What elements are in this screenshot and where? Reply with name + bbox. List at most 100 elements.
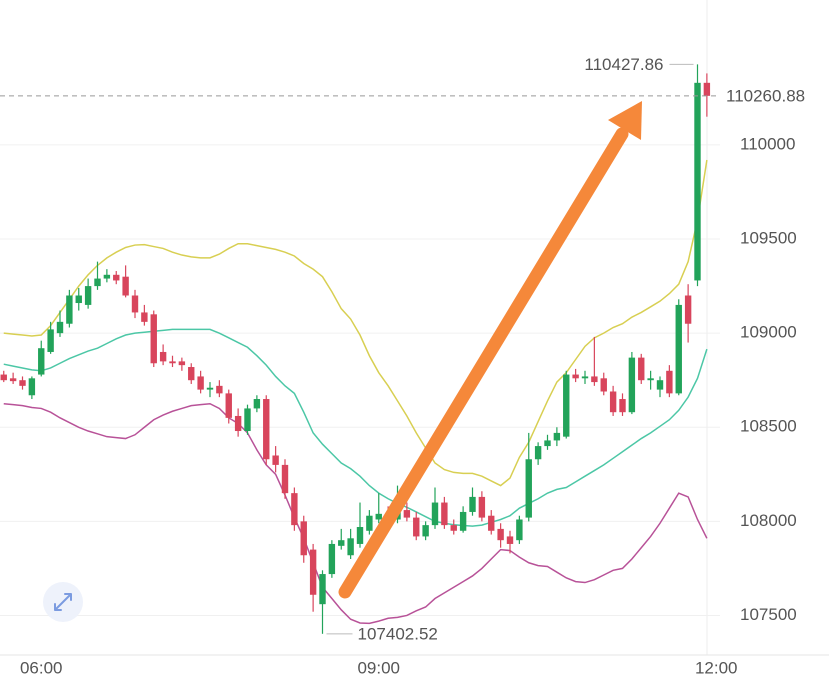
candle-body — [159, 351, 167, 362]
expand-glyph — [54, 593, 72, 611]
y-tick-label: 108500 — [740, 417, 797, 436]
candle-body — [169, 361, 176, 364]
candle-body — [206, 387, 214, 390]
candle-body — [375, 513, 382, 520]
candle-body — [525, 459, 532, 518]
candle-body — [309, 549, 317, 595]
candle-body — [534, 446, 542, 460]
candle-body — [441, 502, 448, 526]
labels: 107500 108000 108500 109000 109500 110000 06:0… — [0, 55, 805, 677]
candle-body — [666, 370, 673, 394]
candle-body — [675, 304, 682, 394]
candle-body — [638, 357, 645, 381]
candle-body — [225, 393, 232, 418]
candle-body — [591, 376, 598, 383]
candle-body — [422, 525, 429, 537]
candle-body — [497, 528, 504, 541]
candle-body — [403, 510, 411, 518]
candle-body — [47, 329, 54, 352]
candle-body — [506, 536, 514, 544]
y-tick-label: 109000 — [740, 323, 797, 342]
candle-body — [338, 540, 345, 546]
band-line — [3, 159, 708, 487]
candle-body — [131, 295, 139, 313]
candle-body — [347, 538, 354, 556]
candle-body — [197, 376, 204, 390]
y-tick-label: 110000 — [740, 134, 795, 153]
arrow-head — [608, 101, 642, 140]
candle-body — [609, 391, 617, 413]
candle-body — [647, 378, 654, 381]
candle-body — [553, 432, 561, 441]
candle-body — [319, 574, 326, 605]
bands — [3, 159, 708, 625]
band-line — [3, 402, 708, 625]
candle-body — [572, 374, 579, 379]
candle-body — [600, 378, 607, 392]
candle-body — [450, 525, 457, 531]
candle-body — [366, 515, 373, 531]
candle-body — [28, 378, 36, 396]
candle-body — [628, 357, 636, 413]
expand-icon[interactable] — [43, 582, 83, 622]
grid — [0, 144, 720, 616]
candle-body — [9, 378, 17, 382]
candle-body — [478, 496, 486, 518]
candle-body — [581, 376, 589, 379]
candle-body — [0, 374, 7, 381]
candle-body — [94, 278, 101, 287]
candle-body — [431, 502, 439, 526]
candle-body — [75, 295, 82, 304]
candle-body — [563, 374, 570, 437]
candle-body — [328, 543, 336, 575]
candle-body — [684, 295, 692, 324]
candle-body — [19, 380, 26, 386]
candle-body — [38, 348, 45, 375]
y-tick-label: 108000 — [740, 511, 797, 530]
candle-body — [113, 274, 120, 281]
candle-body — [141, 312, 148, 322]
candle-body — [244, 408, 251, 432]
candle-body — [234, 415, 242, 432]
candle-body — [413, 517, 420, 537]
candle-body — [150, 314, 157, 364]
candle-body — [188, 367, 195, 381]
x-tick-label: 09:00 — [357, 658, 400, 677]
candle-body — [356, 527, 364, 544]
candle-body — [656, 380, 664, 390]
y-tick-label: 107500 — [740, 605, 797, 624]
candle-body — [516, 519, 523, 541]
candle-body — [544, 440, 551, 447]
x-tick-label: 12:00 — [695, 658, 738, 677]
candle-body — [272, 455, 279, 465]
arrow-shaft — [338, 127, 629, 599]
candle-body — [178, 361, 186, 366]
candle-body — [84, 286, 92, 305]
candle-body — [263, 399, 270, 460]
candle-body — [56, 321, 64, 334]
candles — [0, 64, 711, 634]
candle-body — [122, 276, 129, 296]
candle-body — [253, 399, 261, 409]
y-tick-label: 109500 — [740, 229, 797, 248]
candle-body — [291, 493, 298, 526]
candle-body — [619, 399, 626, 413]
max-label: 110427.86 — [584, 55, 663, 74]
candle-body — [66, 295, 73, 324]
min-label: 107402.52 — [358, 624, 438, 643]
candle-body — [103, 274, 111, 279]
candle-body — [488, 515, 495, 531]
last-price-label: 110260.88 — [726, 86, 805, 105]
candle-body — [694, 82, 701, 281]
candle-body — [469, 496, 476, 512]
trend-arrow — [338, 101, 642, 599]
candle-body — [703, 82, 711, 96]
candle-body — [216, 385, 223, 394]
candle-body — [281, 464, 289, 494]
candle-body — [300, 521, 307, 556]
band-line — [3, 328, 708, 527]
x-tick-label: 06:00 — [20, 658, 63, 677]
